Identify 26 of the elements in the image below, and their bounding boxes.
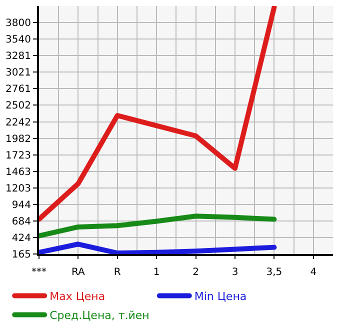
x-tick-label: 1 bbox=[153, 267, 160, 278]
y-tick-label: 3021 bbox=[6, 68, 31, 79]
x-tick-label: R bbox=[114, 267, 121, 278]
x-tick-label: 3 bbox=[232, 267, 238, 278]
y-tick-label: 2502 bbox=[6, 100, 31, 112]
x-tick-label: *** bbox=[32, 267, 46, 278]
legend-label: Min Цена bbox=[194, 290, 247, 304]
y-tick-label: 1463 bbox=[6, 166, 31, 178]
y-tick-label: 2242 bbox=[6, 117, 31, 128]
y-tick-label: 1203 bbox=[6, 183, 31, 194]
x-tick-label: 2 bbox=[192, 267, 199, 278]
x-tick-label: 3,5 bbox=[266, 267, 282, 278]
legend-label: Max Цена bbox=[50, 290, 106, 304]
y-tick-label: 424 bbox=[12, 233, 31, 244]
y-tick-label: 1982 bbox=[6, 134, 31, 145]
y-tick-label: 3800 bbox=[6, 18, 31, 30]
y-tick-label: 3281 bbox=[6, 51, 31, 62]
x-tick-label: 4 bbox=[310, 267, 317, 278]
y-tick-label: 3540 bbox=[6, 34, 31, 46]
legend-label: Сред.Цена, т.йен bbox=[50, 309, 150, 322]
y-tick-label: 165 bbox=[12, 250, 31, 260]
y-tick-label: 2761 bbox=[6, 84, 31, 96]
x-tick-label: RA bbox=[72, 267, 86, 278]
y-tick-label: 1723 bbox=[6, 150, 31, 162]
y-tick-label: 684 bbox=[12, 216, 31, 228]
y-tick-label: 944 bbox=[12, 200, 31, 211]
